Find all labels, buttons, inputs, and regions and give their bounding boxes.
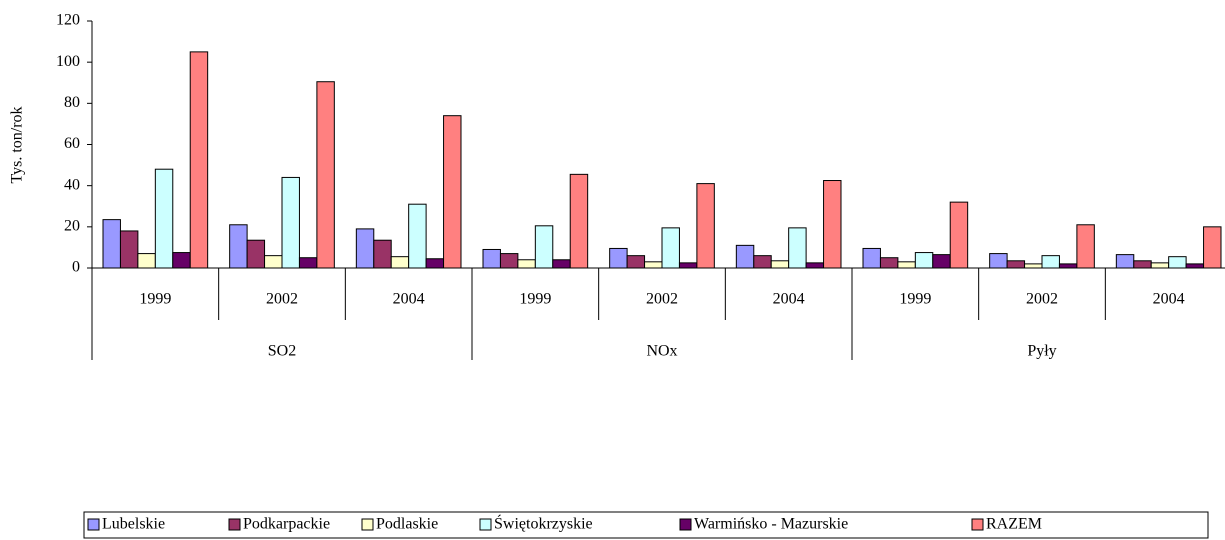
bar [1168,256,1187,269]
bar [735,244,755,269]
bar [552,259,571,269]
bar [770,260,790,269]
bar [189,51,209,269]
legend-box [83,511,1209,539]
bar [355,228,375,269]
x-tick-label: 2002 [646,291,678,308]
bar [517,259,536,269]
bar [569,173,589,269]
bar [609,247,628,269]
legend-label: Świętokrzyskie [494,514,593,533]
y-tick-label: 100 [56,53,80,70]
bar [102,219,121,269]
bar [425,258,445,269]
y-axis-label: Tys. ton/rok [9,106,26,183]
bar [172,252,191,269]
bar [678,262,698,269]
y-tick-label: 20 [64,218,80,235]
legend-marker [228,518,241,531]
bar [644,261,663,269]
bar [443,115,462,269]
x-tick-label: 2004 [393,291,425,308]
group-label: Pyły [1027,343,1056,360]
x-tick-label: 1999 [139,291,171,308]
bar [788,227,807,269]
bar [154,168,174,269]
bar [1203,226,1222,269]
legend-marker [479,518,492,531]
legend-label: Lubelskie [102,516,165,533]
bar [373,239,392,269]
x-tick-label: 2004 [773,291,805,308]
legend-marker [87,518,100,531]
bar [805,262,825,269]
bar [1041,255,1060,269]
bar [264,255,283,269]
bar [390,256,410,269]
legend-label: RAZEM [986,516,1042,533]
bar [932,254,951,269]
bar [316,81,335,269]
bar [823,180,842,269]
bar [897,261,916,269]
bar [482,248,501,269]
bar [137,253,156,269]
bar [1115,254,1135,269]
bar [1150,262,1170,269]
bar [298,257,318,269]
bar [1024,263,1043,269]
bar [1076,224,1095,269]
bar [879,257,899,269]
legend-marker [361,518,374,531]
bar [119,230,139,269]
y-tick-label: 0 [72,259,80,276]
y-tick-label: 80 [64,94,80,111]
bar [408,203,427,269]
legend-label: Podkarpackie [243,516,330,533]
bar [534,225,554,269]
bar [1006,260,1026,269]
bar [989,253,1008,269]
group-label: SO2 [268,343,296,360]
x-tick-label: 1999 [519,291,551,308]
y-tick-label: 120 [56,12,80,29]
bar [1133,260,1152,269]
bar [246,239,266,269]
bar [626,255,646,269]
bar [1058,263,1078,269]
bar [661,227,680,269]
x-tick-label: 2004 [1153,291,1185,308]
group-label: NOx [646,343,677,360]
bar [753,255,772,269]
bar [949,201,969,269]
x-tick-label: 2002 [1026,291,1058,308]
y-tick-label: 40 [64,176,80,193]
bar [862,247,881,269]
bar [696,183,715,269]
x-tick-label: 1999 [899,291,931,308]
bar [281,176,300,269]
bar [499,253,519,269]
y-tick-label: 60 [64,135,80,152]
bar [1185,263,1205,269]
legend-label: Warmińsko - Mazurskie [694,516,848,533]
bar [229,224,248,269]
legend-label: Podlaskie [376,516,438,533]
x-tick-label: 2002 [266,291,298,308]
legend-marker [679,518,692,531]
bar [914,252,934,269]
legend-marker [971,518,984,531]
